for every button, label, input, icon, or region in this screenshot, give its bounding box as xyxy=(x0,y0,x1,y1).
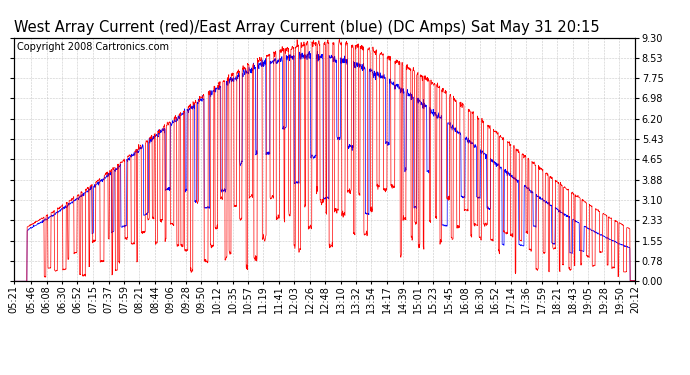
Text: Copyright 2008 Cartronics.com: Copyright 2008 Cartronics.com xyxy=(17,42,169,52)
Text: West Array Current (red)/East Array Current (blue) (DC Amps) Sat May 31 20:15: West Array Current (red)/East Array Curr… xyxy=(14,20,600,35)
